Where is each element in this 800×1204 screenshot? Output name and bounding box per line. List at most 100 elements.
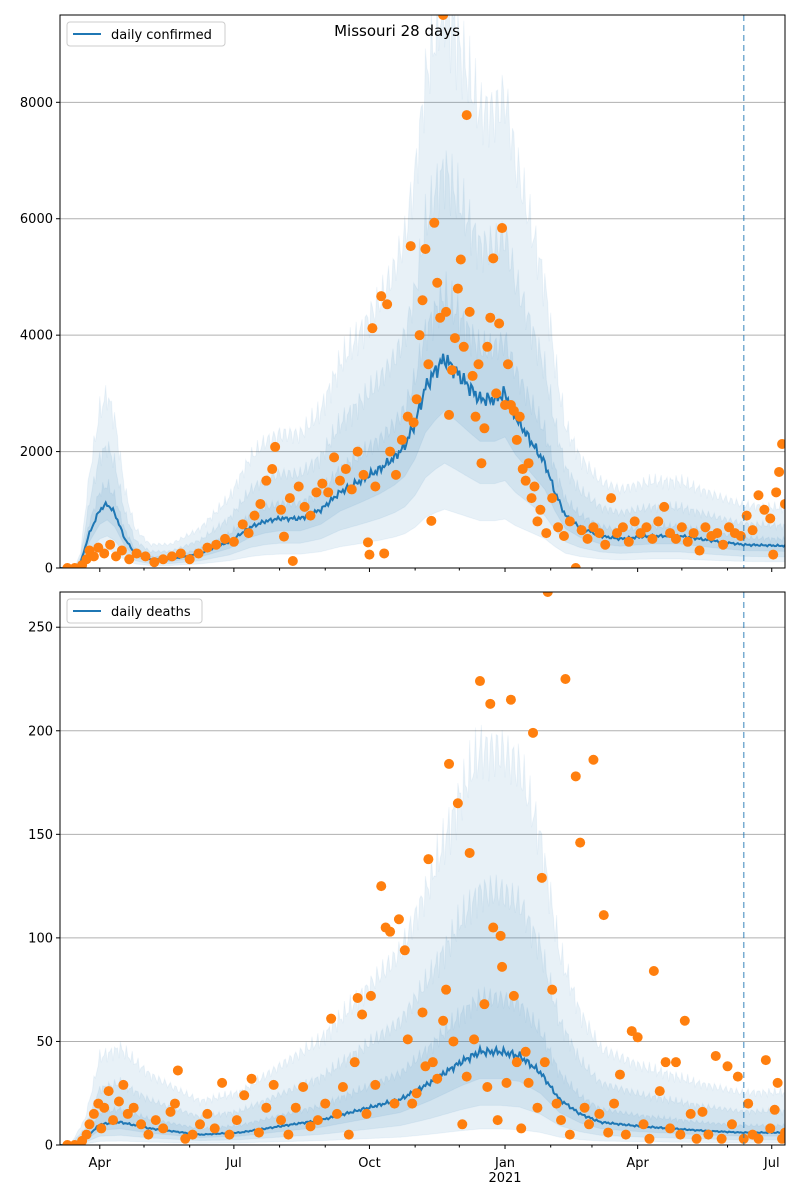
observed-point bbox=[249, 510, 260, 521]
observed-point bbox=[136, 1119, 147, 1130]
observed-point bbox=[376, 291, 387, 302]
observed-point bbox=[479, 999, 490, 1010]
observed-point bbox=[420, 244, 431, 255]
observed-point bbox=[385, 926, 396, 937]
observed-point bbox=[632, 1032, 643, 1043]
observed-point bbox=[629, 516, 640, 527]
observed-point bbox=[449, 333, 460, 344]
observed-point bbox=[334, 475, 345, 486]
observed-point bbox=[358, 469, 369, 480]
observed-point bbox=[405, 241, 416, 252]
observed-point bbox=[113, 1096, 124, 1107]
observed-point bbox=[408, 417, 419, 428]
observed-point bbox=[255, 498, 266, 509]
observed-point bbox=[432, 1073, 443, 1084]
observed-point bbox=[614, 1069, 625, 1080]
observed-point bbox=[570, 771, 581, 782]
observed-point bbox=[417, 1007, 428, 1018]
observed-point bbox=[420, 1061, 431, 1072]
observed-point bbox=[780, 1127, 785, 1138]
observed-point bbox=[423, 854, 434, 865]
observed-point bbox=[482, 1082, 493, 1093]
observed-point bbox=[441, 306, 452, 317]
observed-point bbox=[62, 563, 73, 568]
observed-point bbox=[497, 223, 508, 234]
observed-point bbox=[362, 537, 373, 548]
observed-point bbox=[103, 1086, 114, 1097]
observed-point bbox=[180, 1133, 191, 1144]
observed-point bbox=[446, 365, 457, 376]
observed-point bbox=[122, 1108, 133, 1119]
observed-point bbox=[647, 533, 658, 544]
observed-point bbox=[474, 676, 485, 687]
observed-point bbox=[444, 758, 455, 769]
observed-point bbox=[268, 1079, 279, 1090]
observed-point bbox=[553, 522, 564, 533]
observed-point bbox=[575, 837, 586, 848]
observed-point bbox=[365, 990, 376, 1001]
y-tick-label: 50 bbox=[36, 1035, 53, 1050]
observed-point bbox=[494, 318, 505, 329]
y-tick-label: 100 bbox=[28, 931, 53, 946]
observed-point bbox=[473, 359, 484, 370]
x-tick-label: Jul bbox=[763, 1156, 780, 1171]
observed-point bbox=[202, 1108, 213, 1119]
observed-point bbox=[638, 1119, 649, 1130]
observed-point bbox=[470, 411, 481, 422]
axes-frame bbox=[59, 591, 786, 1146]
observed-point bbox=[399, 945, 410, 956]
observed-point bbox=[457, 1119, 468, 1130]
observed-point bbox=[501, 1077, 512, 1088]
observed-point bbox=[116, 545, 127, 556]
observed-point bbox=[732, 1071, 743, 1082]
observed-point bbox=[287, 556, 298, 567]
observed-point bbox=[535, 504, 546, 515]
observed-point bbox=[780, 498, 785, 509]
observed-point bbox=[547, 984, 558, 995]
observed-point bbox=[688, 528, 699, 539]
observed-point bbox=[62, 1140, 73, 1145]
observed-point bbox=[488, 253, 499, 264]
observed-point bbox=[626, 1026, 637, 1037]
observed-point bbox=[532, 516, 543, 527]
observed-point bbox=[753, 1133, 764, 1144]
observed-point bbox=[283, 1129, 294, 1140]
observed-point bbox=[393, 914, 404, 925]
observed-point bbox=[88, 1108, 99, 1119]
observed-point bbox=[461, 1071, 472, 1082]
observed-point bbox=[352, 446, 363, 457]
observed-point bbox=[584, 1119, 595, 1130]
observed-point bbox=[438, 1015, 449, 1026]
observed-point bbox=[476, 458, 487, 469]
observed-point bbox=[452, 798, 463, 809]
observed-point bbox=[617, 522, 628, 533]
observed-point bbox=[158, 554, 169, 565]
observed-point bbox=[541, 528, 552, 539]
observed-point bbox=[482, 341, 493, 352]
observed-point bbox=[376, 881, 387, 892]
observed-point bbox=[438, 15, 449, 20]
observed-point bbox=[606, 493, 617, 504]
observed-point bbox=[396, 434, 407, 445]
y-tick-label: 0 bbox=[45, 1139, 53, 1154]
y-tick-label: 150 bbox=[28, 828, 53, 843]
observed-point bbox=[267, 464, 278, 475]
observed-point bbox=[184, 554, 195, 565]
observed-point bbox=[670, 1057, 681, 1068]
observed-point bbox=[382, 299, 393, 310]
observed-point bbox=[165, 1106, 176, 1117]
observed-point bbox=[520, 1046, 531, 1057]
observed-point bbox=[560, 673, 571, 684]
observed-point bbox=[427, 1057, 438, 1068]
observed-point bbox=[644, 1133, 655, 1144]
observed-point bbox=[771, 487, 782, 498]
observed-point bbox=[532, 1102, 543, 1113]
observed-point bbox=[385, 446, 396, 457]
median-line bbox=[60, 1043, 785, 1145]
observed-point bbox=[370, 481, 381, 492]
observed-point bbox=[620, 1129, 631, 1140]
observed-point bbox=[679, 1015, 690, 1026]
observed-point bbox=[777, 439, 785, 450]
observed-point bbox=[722, 1061, 733, 1072]
